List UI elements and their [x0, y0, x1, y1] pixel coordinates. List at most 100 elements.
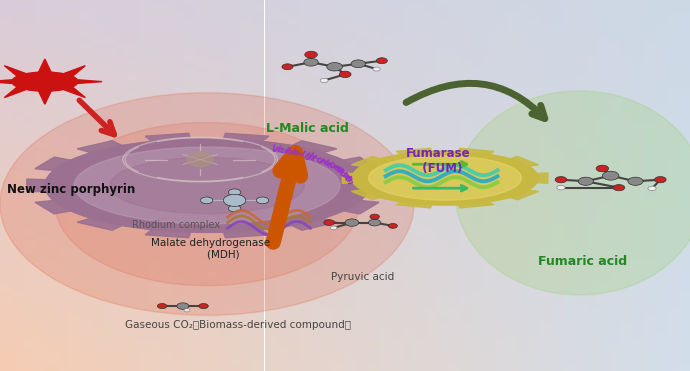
- Bar: [656, 86, 667, 93]
- Bar: [104, 359, 115, 365]
- Bar: [322, 247, 333, 253]
- Bar: [12, 6, 23, 12]
- Bar: [414, 99, 426, 105]
- Bar: [368, 142, 380, 148]
- Bar: [184, 216, 195, 223]
- Bar: [57, 334, 69, 340]
- Bar: [575, 352, 586, 359]
- Bar: [34, 25, 46, 31]
- Bar: [276, 297, 288, 303]
- Bar: [483, 303, 495, 309]
- Bar: [264, 346, 276, 352]
- Bar: [598, 12, 609, 19]
- Bar: [115, 124, 126, 130]
- Bar: [264, 266, 276, 272]
- Bar: [322, 43, 333, 49]
- Bar: [598, 352, 609, 359]
- Bar: [34, 297, 46, 303]
- Bar: [172, 19, 184, 25]
- Bar: [644, 315, 655, 322]
- Bar: [586, 118, 598, 124]
- Bar: [506, 285, 518, 290]
- Bar: [345, 25, 357, 31]
- Bar: [426, 328, 437, 334]
- Text: Malate dehydrogenase
        (MDH): Malate dehydrogenase (MDH): [151, 238, 270, 260]
- Bar: [437, 68, 448, 74]
- Bar: [540, 142, 552, 148]
- Bar: [678, 186, 690, 192]
- Bar: [448, 192, 460, 198]
- Bar: [656, 179, 667, 186]
- Bar: [310, 192, 322, 198]
- Bar: [230, 0, 241, 6]
- Bar: [172, 99, 184, 105]
- Bar: [230, 37, 241, 43]
- Bar: [540, 56, 552, 62]
- Bar: [564, 352, 575, 359]
- Bar: [253, 278, 264, 285]
- Bar: [402, 118, 414, 124]
- Bar: [69, 19, 81, 25]
- Bar: [161, 359, 172, 365]
- Bar: [172, 37, 184, 43]
- Bar: [150, 235, 161, 241]
- Bar: [380, 266, 391, 272]
- Bar: [299, 328, 310, 334]
- Bar: [621, 322, 633, 328]
- Bar: [195, 235, 207, 241]
- Bar: [495, 124, 506, 130]
- Bar: [529, 86, 540, 93]
- Bar: [172, 86, 184, 93]
- Bar: [69, 235, 81, 241]
- Bar: [426, 272, 437, 278]
- Bar: [172, 229, 184, 235]
- Bar: [219, 266, 230, 272]
- Bar: [586, 328, 598, 334]
- Bar: [391, 290, 402, 297]
- Bar: [57, 278, 69, 285]
- Bar: [150, 37, 161, 43]
- Bar: [310, 118, 322, 124]
- Bar: [368, 253, 380, 260]
- Bar: [506, 118, 518, 124]
- Bar: [518, 173, 529, 179]
- Bar: [57, 31, 69, 37]
- Bar: [483, 290, 495, 297]
- Bar: [471, 278, 483, 285]
- Bar: [402, 241, 414, 247]
- Bar: [598, 229, 609, 235]
- Bar: [230, 56, 241, 62]
- Bar: [104, 241, 115, 247]
- Bar: [0, 167, 12, 173]
- Bar: [23, 229, 34, 235]
- Bar: [230, 12, 241, 19]
- Bar: [460, 86, 471, 93]
- Bar: [150, 155, 161, 161]
- Bar: [345, 179, 357, 186]
- Bar: [264, 155, 276, 161]
- Bar: [310, 105, 322, 111]
- Bar: [104, 25, 115, 31]
- Bar: [34, 328, 46, 334]
- Bar: [207, 99, 219, 105]
- Bar: [552, 346, 564, 352]
- Bar: [540, 12, 552, 19]
- Bar: [150, 359, 161, 365]
- Bar: [667, 241, 678, 247]
- Bar: [172, 309, 184, 315]
- Bar: [207, 359, 219, 365]
- Bar: [586, 198, 598, 204]
- Bar: [471, 161, 483, 167]
- Polygon shape: [39, 91, 51, 104]
- Text: i: i: [274, 145, 282, 154]
- Polygon shape: [64, 66, 86, 76]
- Bar: [172, 210, 184, 216]
- Bar: [126, 179, 138, 186]
- Bar: [253, 216, 264, 223]
- Bar: [495, 322, 506, 328]
- Bar: [598, 86, 609, 93]
- Bar: [644, 68, 655, 74]
- Bar: [564, 204, 575, 210]
- Bar: [126, 352, 138, 359]
- Bar: [483, 56, 495, 62]
